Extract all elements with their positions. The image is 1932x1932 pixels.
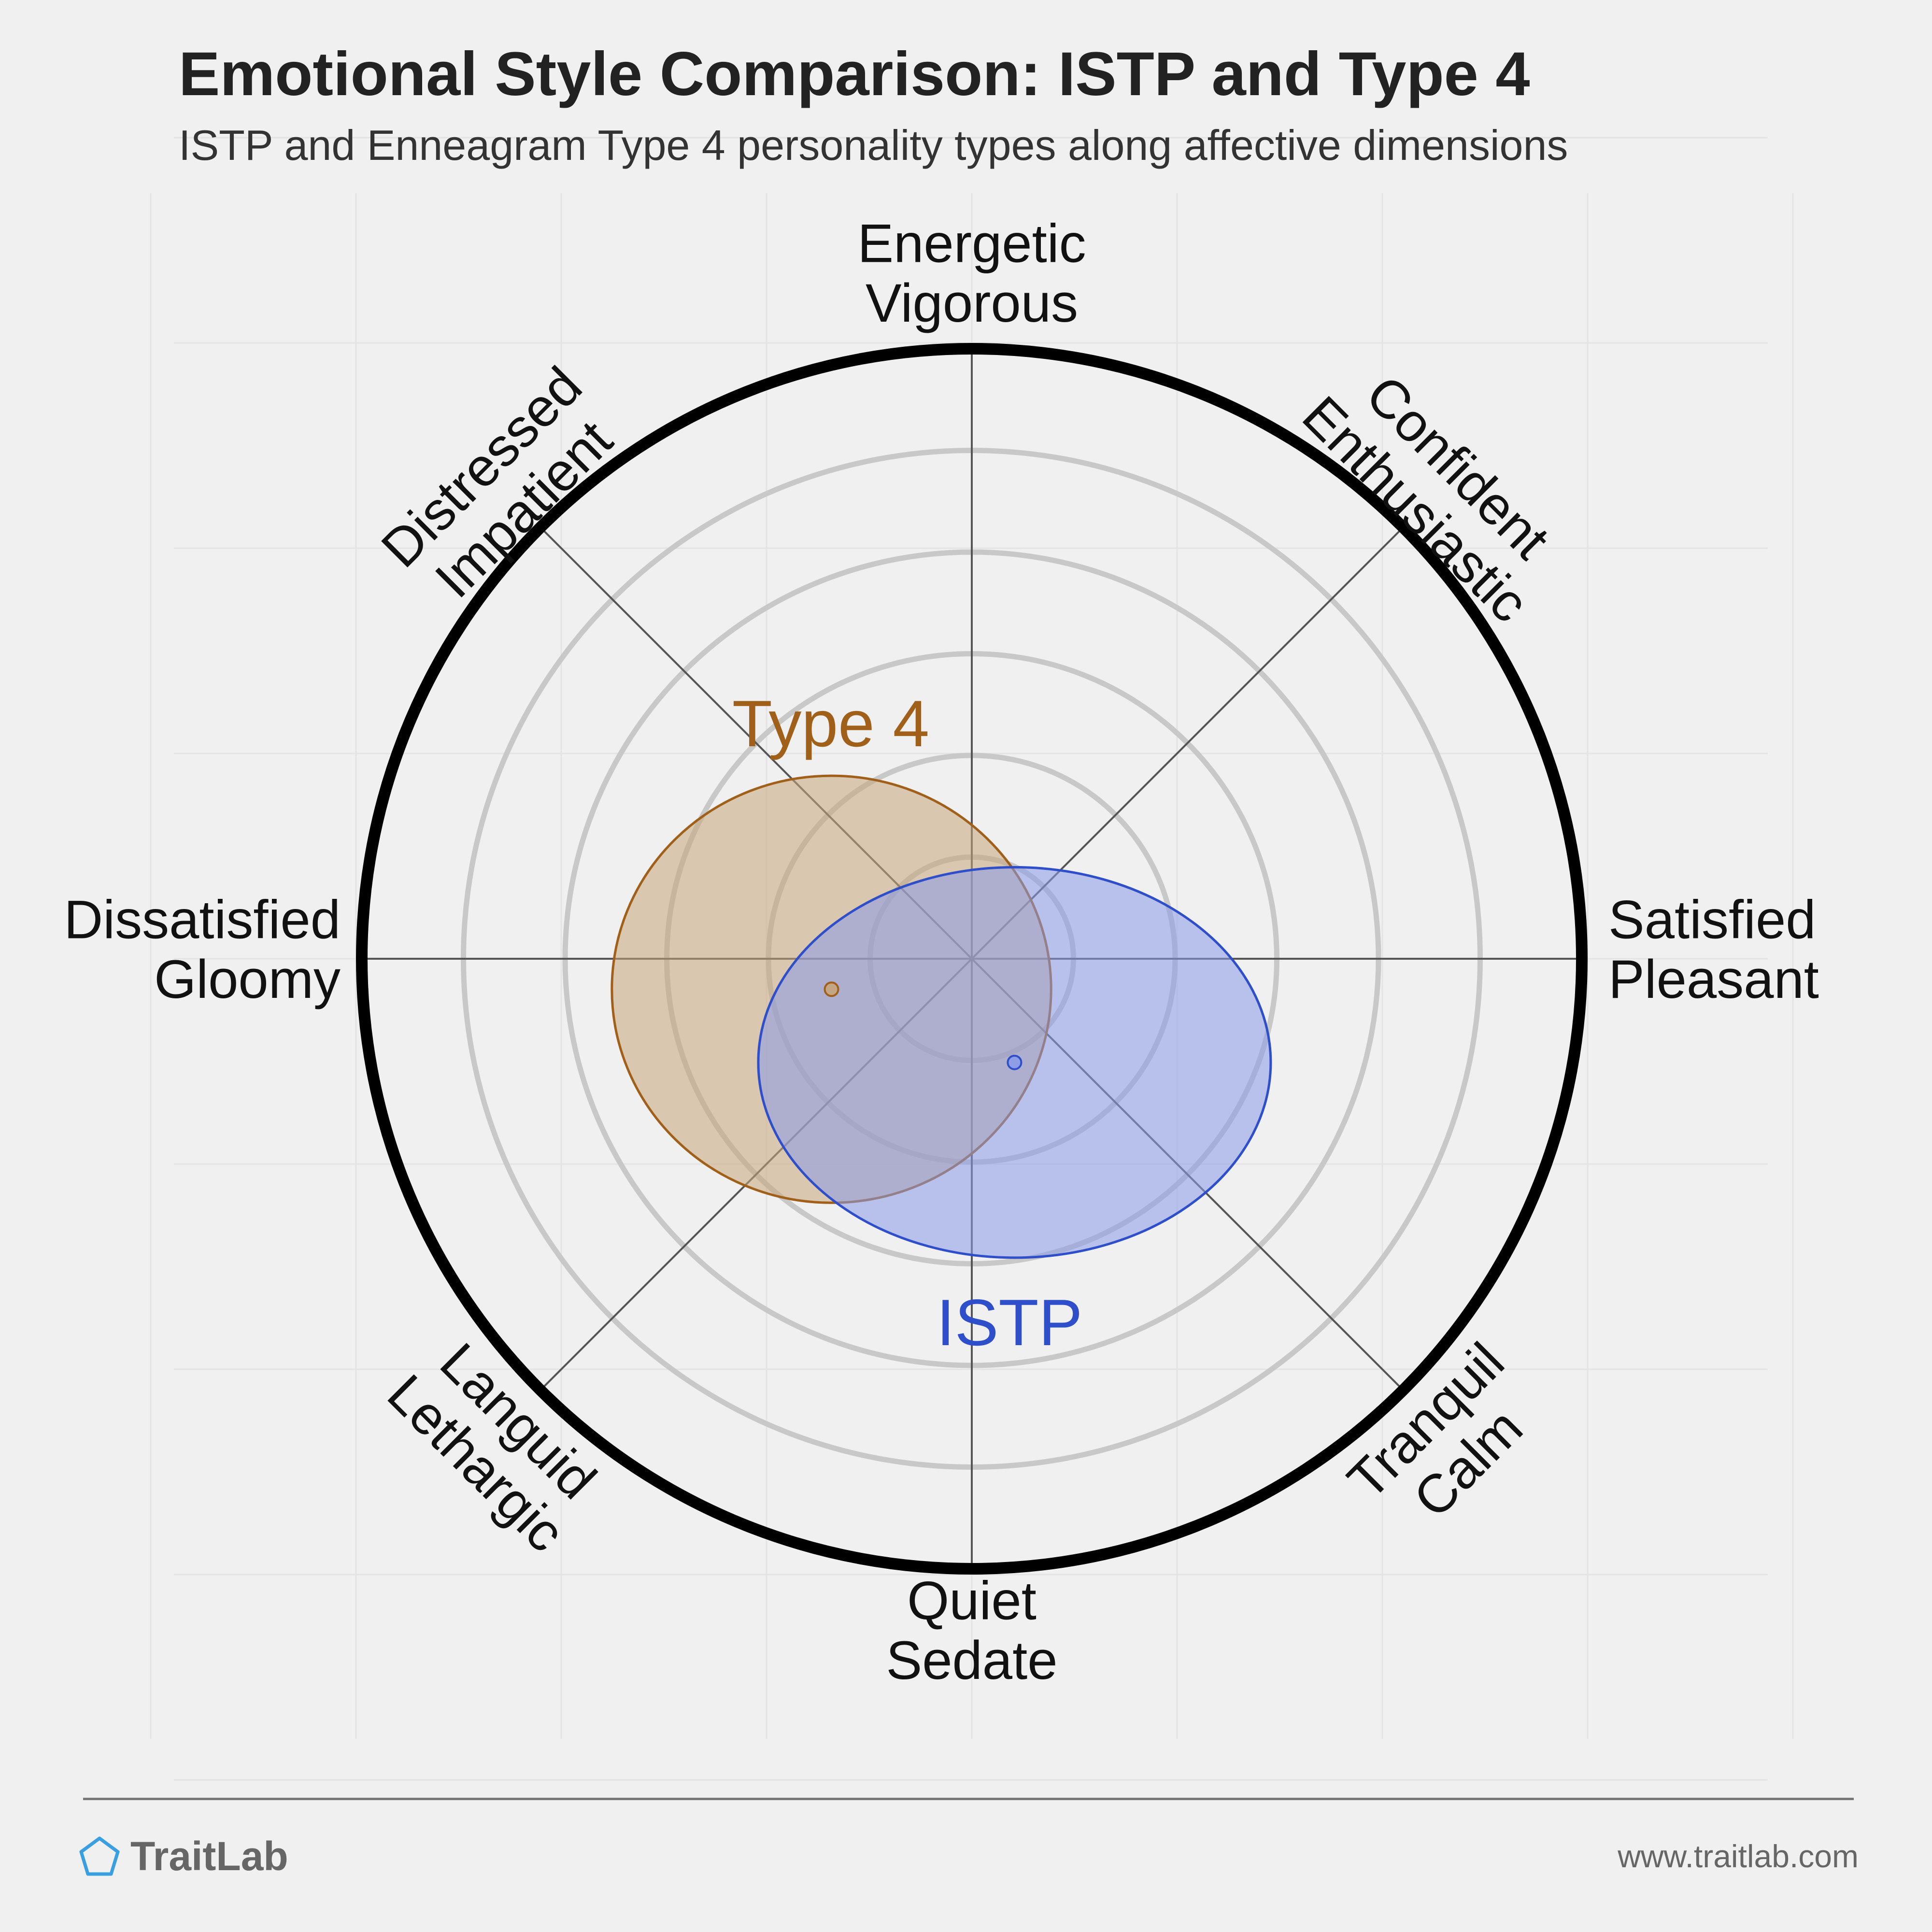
axis-label-line: Satisfied (1608, 890, 1816, 950)
axis-label-line: Pleasant (1608, 949, 1819, 1009)
brand-logo[interactable]: TraitLab (77, 1833, 288, 1880)
brand-name: TraitLab (130, 1833, 288, 1879)
axis-label-languid: LanguidLethargic (376, 1321, 618, 1563)
site-url[interactable]: www.traitlab.com (1618, 1838, 1859, 1874)
axis-label-line: Dissatisfied (64, 890, 341, 950)
axis-label-confident: ConfidentEnthusiastic (1291, 342, 1582, 633)
chart-title: Emotional Style Comparison: ISTP and Typ… (179, 40, 1530, 109)
outer-circle (356, 343, 1588, 1575)
axis-label-line: Energetic (857, 213, 1086, 274)
axis-label-line: Gloomy (154, 949, 341, 1009)
axis-label-line: Quiet (907, 1571, 1037, 1631)
axis-label-distressed: DistressedImpatient (370, 355, 636, 621)
series-ellipses (611, 774, 1272, 1259)
footer-divider (83, 1798, 1854, 1800)
axis-label-satisfied: Satisfied Pleasant (1608, 890, 1819, 1009)
outer-boundary (356, 343, 1588, 1575)
axis-label-line: Sedate (886, 1630, 1058, 1690)
axis-label-quiet: Quiet Sedate (886, 1571, 1058, 1690)
series-labels: Type 4 ISTP (732, 687, 1082, 1359)
axis-label-energetic: Energetic Vigorous (857, 213, 1086, 333)
axis-label-dissatisfied: Dissatisfied Gloomy (64, 890, 341, 1009)
series-center-point (1007, 1054, 1023, 1070)
pentagon-icon (79, 1836, 120, 1875)
axis-label-tranquil: TranquilCalm (1336, 1331, 1558, 1553)
series-center-point (824, 981, 839, 997)
axis-label-line: Vigorous (866, 273, 1078, 333)
chart-subtitle: ISTP and Enneagram Type 4 personality ty… (179, 121, 1568, 169)
series-label-type-4: Type 4 (732, 687, 929, 760)
series-label-istp: ISTP (937, 1286, 1082, 1359)
